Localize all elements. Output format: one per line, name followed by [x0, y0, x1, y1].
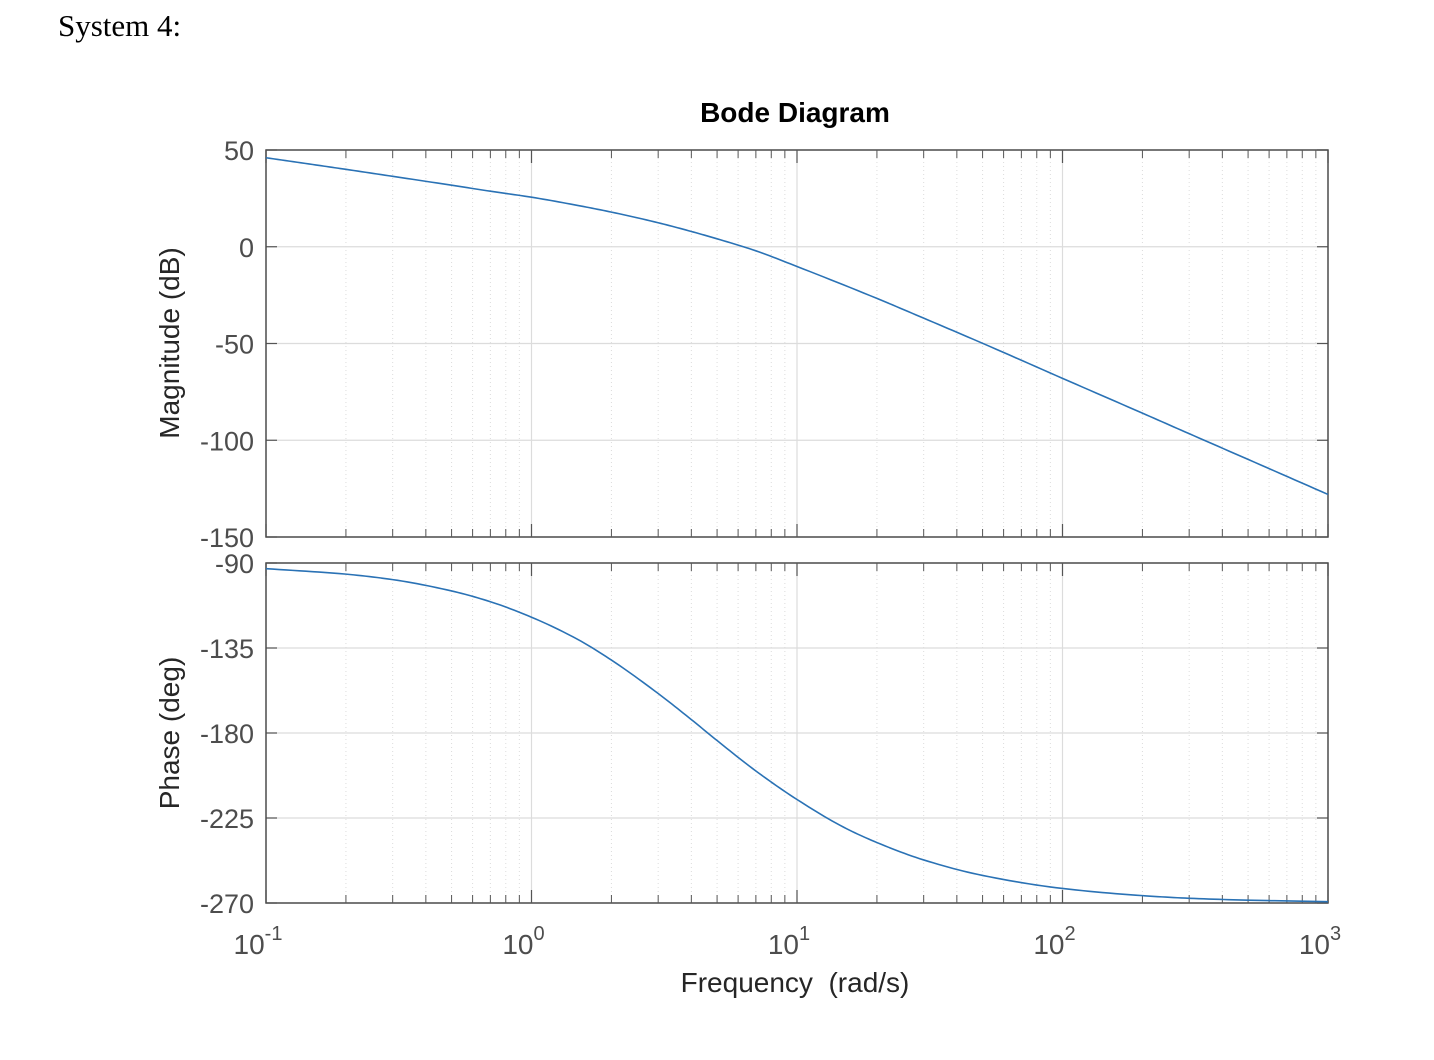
phase-panel: -90 -135 -180 -225 -270 [200, 549, 1329, 919]
magnitude-y-tick-label: 50 [224, 136, 254, 166]
phase-axis-label: Phase (deg) [154, 657, 185, 810]
x-tick-exponent: -1 [265, 923, 283, 945]
x-tick-exponent: 1 [799, 923, 810, 945]
phase-y-tick-label: -270 [200, 889, 254, 919]
phase-y-tick-label: -90 [215, 549, 254, 579]
page-heading: System 4: [58, 8, 182, 43]
magnitude-panel: 50 0 -50 -100 -150 [200, 136, 1329, 553]
phase-y-tick-label: -135 [200, 634, 254, 664]
magnitude-axes-frame [265, 149, 1329, 538]
magnitude-series-line [265, 156, 1329, 496]
x-tick-base: 10 [234, 929, 265, 960]
x-tick-labels: 10-1 100 101 102 103 [234, 923, 1342, 960]
magnitude-axis-label: Magnitude (dB) [154, 247, 185, 438]
x-axis-label: Frequency (rad/s) [681, 967, 910, 998]
x-tick-label: 102 [1033, 923, 1075, 960]
phase-axes-frame [265, 562, 1329, 904]
x-tick-label: 103 [1299, 923, 1341, 960]
x-tick-base: 10 [502, 929, 533, 960]
magnitude-y-tick-label: -150 [200, 523, 254, 553]
x-tick-base: 10 [768, 929, 799, 960]
x-tick-label: 101 [768, 923, 810, 960]
x-tick-base: 10 [1299, 929, 1330, 960]
x-tick-label: 100 [502, 923, 544, 960]
phase-y-tick-label: -225 [200, 804, 254, 834]
phase-y-tick-label: -180 [200, 719, 254, 749]
chart-title: Bode Diagram [700, 97, 890, 128]
x-tick-exponent: 0 [534, 923, 545, 945]
magnitude-y-tick-label: -100 [200, 426, 254, 456]
x-tick-base: 10 [1033, 929, 1064, 960]
x-tick-exponent: 2 [1065, 923, 1076, 945]
x-tick-exponent: 3 [1330, 923, 1341, 945]
magnitude-y-tick-label: -50 [215, 330, 254, 360]
magnitude-y-tick-label: 0 [239, 233, 254, 263]
phase-series-line [265, 567, 1329, 903]
x-tick-label: 10-1 [234, 923, 283, 960]
